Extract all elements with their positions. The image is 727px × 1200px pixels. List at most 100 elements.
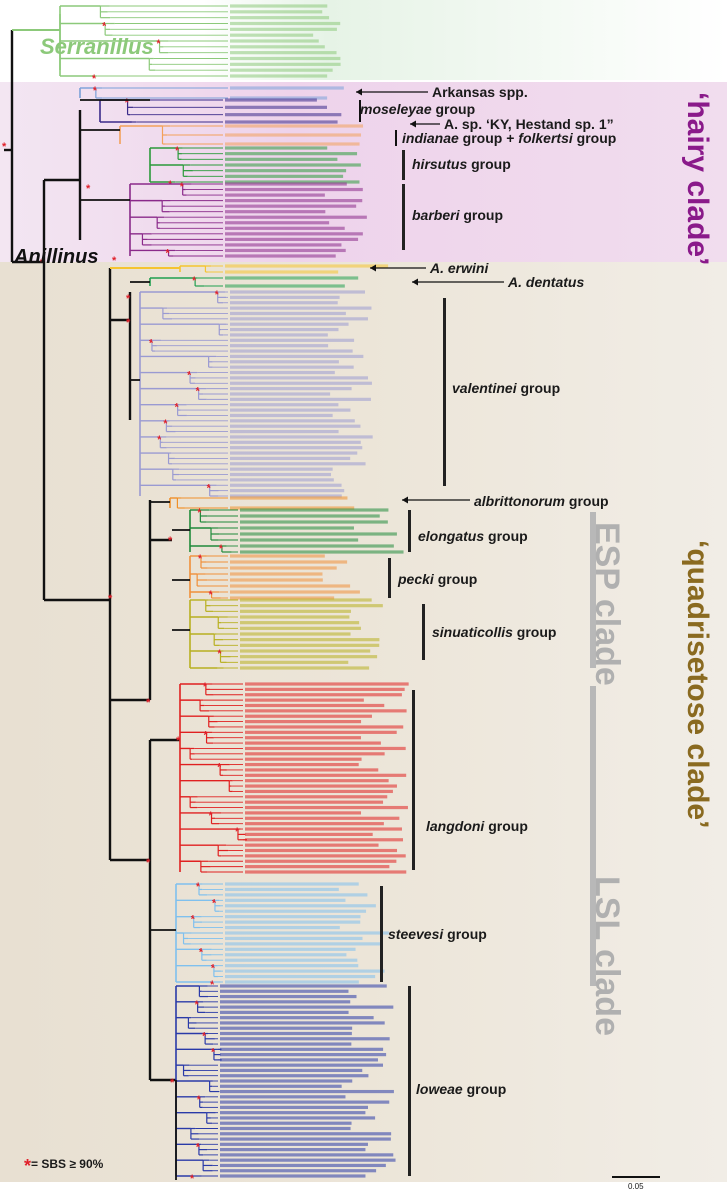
indianae-mid: group + — [458, 130, 519, 146]
tip-label — [220, 1153, 394, 1157]
support-star: * — [180, 181, 185, 193]
albrittonorum-group-label: albrittonorum group — [474, 493, 609, 509]
tip-label — [230, 413, 333, 418]
elongatus-group-label: elongatus group — [418, 528, 528, 544]
tip-label — [225, 904, 376, 908]
tip-label — [230, 338, 355, 342]
tip-label — [240, 526, 354, 530]
tip-label — [220, 1010, 349, 1014]
tip-label — [240, 660, 349, 664]
tip-label — [230, 4, 328, 8]
tip-label — [245, 693, 402, 697]
support-star: * — [196, 1141, 201, 1153]
tip-label — [220, 1126, 351, 1131]
loweae-suffix: group — [462, 1081, 507, 1097]
tip-label — [225, 199, 363, 203]
valentinei-group-label: valentinei group — [452, 380, 560, 396]
indianae-group-label: indianae group + folkertsi group — [402, 130, 616, 146]
tip-label — [230, 376, 369, 380]
support-star: * — [198, 553, 203, 565]
support-star: * — [175, 145, 180, 157]
tip-label — [230, 506, 355, 510]
a-sp-ky-label: A. sp. ‘KY, Hestand sp. 1” — [444, 116, 614, 132]
tip-label — [220, 1074, 369, 1078]
tip-label — [220, 1079, 353, 1083]
tip-label — [220, 1137, 391, 1141]
tip-label — [240, 632, 351, 636]
tip-label — [245, 757, 362, 761]
tip-label — [230, 39, 319, 43]
tip-label — [230, 483, 342, 487]
serranillus-background — [0, 0, 727, 80]
scale-bar — [612, 1176, 660, 1178]
tip-label — [230, 596, 335, 600]
tip-label — [240, 666, 370, 670]
tip-label — [230, 584, 351, 588]
support-star: * — [112, 255, 117, 267]
tip-label — [225, 936, 363, 941]
support-star: * — [207, 482, 212, 494]
tip-label — [230, 86, 344, 90]
support-star: * — [125, 97, 130, 109]
tip-label — [225, 182, 347, 186]
tip-label — [225, 953, 347, 957]
pecki-suffix: group — [433, 571, 478, 587]
support-star: * — [192, 275, 197, 287]
support-star: * — [146, 857, 151, 869]
support-star: * — [210, 979, 215, 991]
support-star: * — [166, 247, 171, 259]
valentinei-suffix: group — [516, 380, 561, 396]
tip-label — [240, 615, 350, 619]
tip-label — [245, 795, 388, 799]
lsl-clade-label: LSL clade — [588, 876, 626, 1036]
tip-label — [245, 730, 397, 734]
tip-label — [225, 133, 362, 137]
support-star: * — [235, 826, 240, 838]
tip-label — [230, 96, 328, 100]
tip-label — [240, 532, 397, 536]
tip-label — [225, 942, 381, 946]
tip-label — [230, 306, 372, 310]
tip-label — [230, 429, 339, 434]
support-star: * — [217, 762, 222, 774]
tip-label — [230, 472, 332, 477]
support-star: * — [190, 1173, 195, 1185]
tip-label — [225, 969, 385, 973]
tip-label — [230, 560, 348, 564]
tip-label — [220, 1142, 368, 1146]
tip-label — [230, 56, 341, 61]
tip-label — [220, 1058, 378, 1062]
tip-label — [245, 784, 397, 788]
langdoni-suffix: group — [484, 818, 528, 834]
tip-label — [225, 193, 325, 197]
tip-label — [230, 392, 331, 396]
tip-label — [220, 1016, 374, 1020]
tip-label — [220, 1158, 396, 1162]
tip-label — [245, 752, 385, 756]
legend-text: = SBS ≥ 90% — [31, 1157, 104, 1171]
tip-label — [230, 16, 330, 20]
tip-label — [220, 1116, 376, 1120]
tip-label — [220, 1148, 366, 1152]
tip-label — [230, 327, 339, 332]
tip-label — [225, 947, 356, 951]
pecki-name: pecki — [398, 571, 434, 587]
tip-label — [225, 226, 345, 230]
tip-label — [220, 1068, 363, 1073]
tip-label — [240, 621, 360, 625]
tip-label — [230, 51, 337, 55]
tip-label — [220, 1100, 390, 1104]
tip-label — [220, 1047, 384, 1051]
erwini-arrow-head — [370, 264, 376, 272]
steevesi-bracket — [380, 886, 383, 982]
hairy-clade-label: ‘hairy clade’ — [681, 92, 714, 266]
tip-label — [220, 1000, 351, 1004]
tip-label — [230, 462, 366, 466]
tip-label — [220, 1095, 346, 1099]
tip-label — [230, 451, 358, 455]
tip-label — [240, 655, 378, 659]
tip-label — [220, 1169, 377, 1173]
tip-label — [230, 360, 339, 364]
esp-clade-bar — [590, 512, 596, 668]
